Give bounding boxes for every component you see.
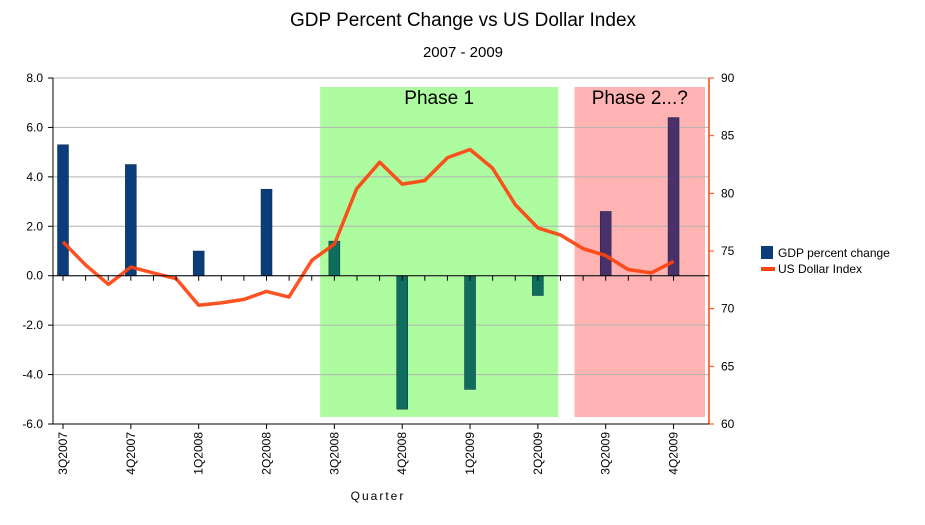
chart-subtitle: 2007 - 2009	[423, 44, 503, 61]
left-tick-label: -6.0	[22, 417, 43, 431]
legend: GDP percent change US Dollar Index	[761, 246, 890, 276]
x-tick-label-1Q2008: 1Q2008	[192, 432, 206, 475]
left-tick-label: 6.0	[26, 120, 43, 134]
legend-label-gdp: GDP percent change	[778, 246, 890, 260]
tick-labels: 8.0 6.0 4.0 2.0 0.0 -2.0 -4.0 -6.0 90 85 80 75 70 65 6…	[22, 71, 734, 475]
x-tick-label-2Q2008: 2Q2008	[260, 432, 274, 475]
x-axis-title: Quarter	[351, 489, 406, 503]
left-tick-label: 8.0	[26, 71, 43, 85]
gdp-bar-4Q2009	[667, 117, 680, 276]
x-tick-label-3Q2008: 3Q2008	[327, 432, 341, 475]
chart-title: GDP Percent Change vs US Dollar Index	[290, 10, 637, 31]
x-tick-label-3Q2009: 3Q2009	[599, 432, 613, 475]
left-tick-label: 4.0	[26, 170, 43, 184]
right-tick-label: 70	[721, 302, 735, 316]
right-tick-label: 80	[721, 186, 735, 200]
legend-label-dollar: US Dollar Index	[778, 262, 862, 276]
gdp-bar-4Q2007	[125, 164, 137, 276]
gdp-bar-1Q2008	[192, 250, 205, 276]
phase-label-2: Phase 2...?	[592, 88, 688, 109]
legend-swatch-gdp	[761, 246, 773, 259]
gdp-bar-3Q2007	[57, 144, 69, 276]
left-tick-label: 0.0	[26, 269, 43, 283]
phase-regions: Phase 1 Phase 2...?	[320, 87, 705, 417]
x-tick-label-4Q2007: 4Q2007	[124, 432, 138, 475]
x-tick-label-2Q2009: 2Q2009	[531, 432, 545, 475]
left-tick-label: -2.0	[22, 318, 43, 332]
left-tick-label: 2.0	[26, 219, 43, 233]
phase-region-1	[320, 87, 559, 417]
x-tick-label-4Q2009: 4Q2009	[667, 432, 681, 475]
right-tick-label: 65	[721, 359, 735, 373]
x-tick-label-3Q2007: 3Q2007	[56, 432, 70, 475]
x-tick-label-1Q2009: 1Q2009	[463, 432, 477, 475]
x-tick-label-4Q2008: 4Q2008	[395, 432, 409, 475]
gdp-bar-4Q2008	[396, 275, 408, 410]
gdp-bar-3Q2009	[599, 211, 612, 276]
gdp-bar-2Q2008	[260, 188, 273, 276]
right-tick-label: 85	[721, 129, 735, 143]
right-tick-label: 60	[721, 417, 735, 431]
right-tick-label: 90	[721, 71, 735, 85]
gdp-bar-1Q2009	[464, 275, 476, 390]
phase-label-1: Phase 1	[404, 88, 474, 109]
left-tick-label: -4.0	[22, 368, 43, 382]
right-tick-label: 75	[721, 244, 735, 258]
